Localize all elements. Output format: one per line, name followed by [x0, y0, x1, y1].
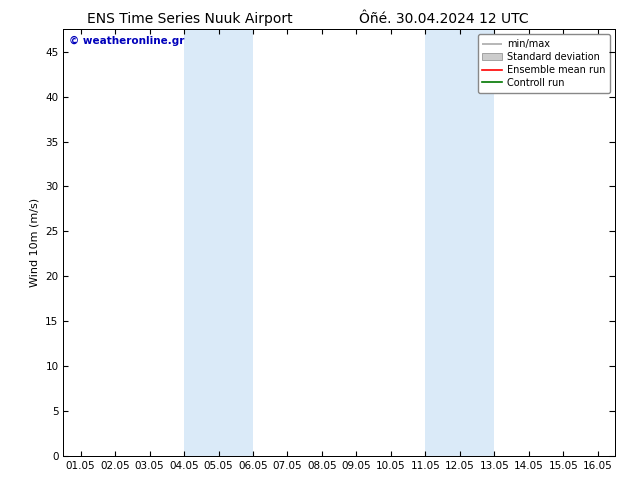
- Y-axis label: Wind 10m (m/s): Wind 10m (m/s): [30, 198, 40, 287]
- Text: ENS Time Series Nuuk Airport: ENS Time Series Nuuk Airport: [87, 12, 293, 26]
- Bar: [184, 29, 253, 456]
- Text: © weatheronline.gr: © weatheronline.gr: [69, 36, 184, 46]
- Legend: min/max, Standard deviation, Ensemble mean run, Controll run: min/max, Standard deviation, Ensemble me…: [477, 34, 610, 93]
- Bar: [425, 29, 495, 456]
- Text: Ôñé. 30.04.2024 12 UTC: Ôñé. 30.04.2024 12 UTC: [359, 12, 529, 26]
